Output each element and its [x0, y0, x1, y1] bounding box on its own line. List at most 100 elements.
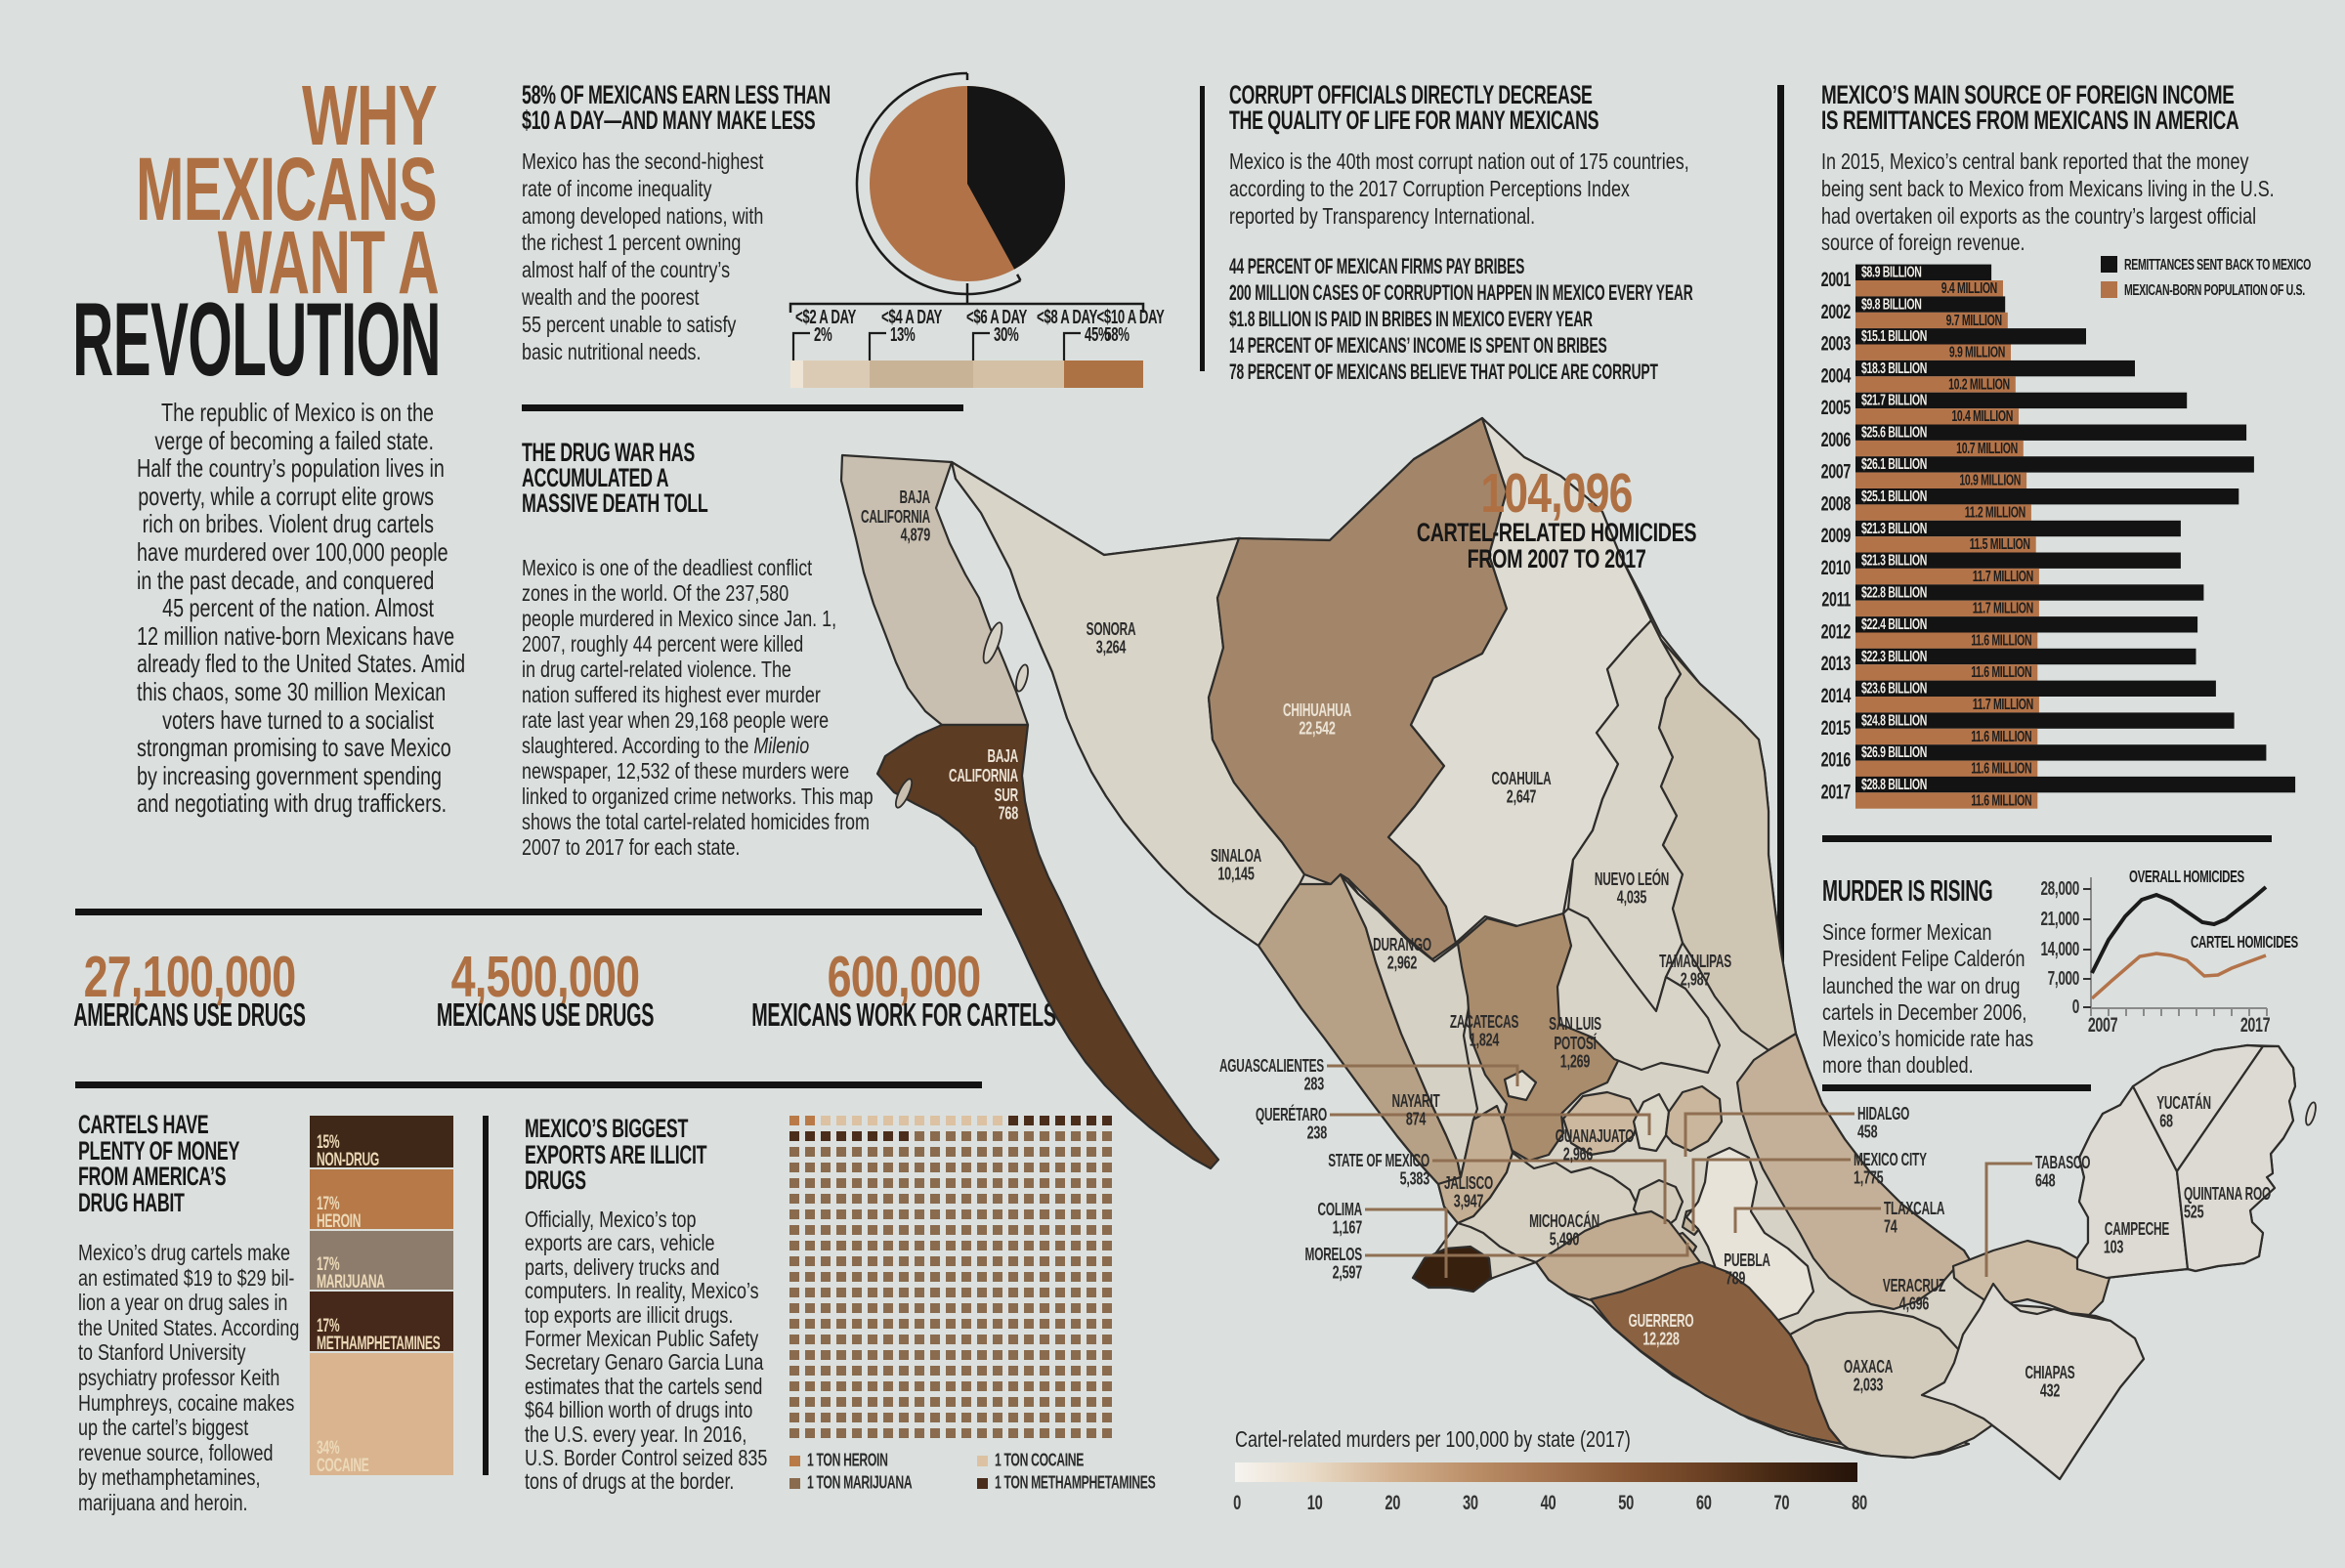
svg-text:FROM 2007 TO 2017: FROM 2007 TO 2017 — [1468, 545, 1646, 574]
svg-text:$21.3 BILLION: $21.3 BILLION — [1861, 520, 1927, 537]
svg-text:$8.9 BILLION: $8.9 BILLION — [1861, 264, 1922, 281]
svg-text:238: 238 — [1307, 1123, 1328, 1143]
svg-text:2010: 2010 — [1821, 556, 1852, 578]
svg-text:CAMPECHE: CAMPECHE — [2105, 1220, 2169, 1240]
svg-text:2013: 2013 — [1821, 653, 1852, 675]
svg-text:789: 789 — [1726, 1269, 1746, 1289]
svg-text:$22.8 BILLION: $22.8 BILLION — [1861, 583, 1927, 601]
svg-text:11.6 MILLION: 11.6 MILLION — [1971, 728, 2031, 745]
svg-text:<$10 A DAY: <$10 A DAY — [1097, 306, 1166, 327]
svg-text:10.2 MILLION: 10.2 MILLION — [1948, 375, 2010, 393]
svg-text:11.6 MILLION: 11.6 MILLION — [1971, 631, 2031, 649]
svg-text:MICHOACÁN: MICHOACÁN — [1529, 1212, 1599, 1232]
svg-text:2,647: 2,647 — [1507, 787, 1537, 807]
svg-text:2012: 2012 — [1821, 620, 1852, 643]
svg-text:CALIFORNIA: CALIFORNIA — [949, 767, 1018, 786]
svg-text:2006: 2006 — [1821, 428, 1852, 450]
svg-text:7,000: 7,000 — [2048, 967, 2079, 989]
svg-text:2014: 2014 — [1821, 684, 1852, 706]
svg-text:1 TON HEROIN: 1 TON HEROIN — [807, 1451, 888, 1470]
svg-text:30: 30 — [1463, 1491, 1478, 1513]
svg-text:CHIAPAS: CHIAPAS — [2025, 1364, 2074, 1383]
svg-text:2003: 2003 — [1821, 332, 1852, 355]
svg-text:50: 50 — [1618, 1491, 1634, 1513]
svg-text:9.4 MILLION: 9.4 MILLION — [1941, 279, 1997, 297]
svg-text:68: 68 — [2159, 1112, 2173, 1131]
svg-text:2009: 2009 — [1821, 524, 1852, 546]
svg-text:104,096: 104,096 — [1480, 462, 1632, 525]
svg-text:$9.8 BILLION: $9.8 BILLION — [1861, 295, 1922, 313]
svg-text:METHAMPHETAMINES: METHAMPHETAMINES — [317, 1333, 441, 1354]
svg-text:$25.6 BILLION: $25.6 BILLION — [1861, 423, 1927, 441]
svg-text:30%: 30% — [994, 323, 1019, 345]
svg-text:60: 60 — [1696, 1491, 1712, 1513]
svg-text:REMITTANCES SENT BACK TO MEXIC: REMITTANCES SENT BACK TO MEXICO — [2124, 256, 2311, 274]
svg-text:BAJA: BAJA — [900, 488, 930, 508]
svg-text:TAMAULIPAS: TAMAULIPAS — [1659, 953, 1731, 972]
svg-text:74: 74 — [1884, 1217, 1897, 1237]
svg-text:5,383: 5,383 — [1400, 1169, 1430, 1189]
svg-text:COCAINE: COCAINE — [317, 1455, 369, 1476]
svg-text:28,000: 28,000 — [2040, 877, 2079, 899]
svg-text:ZACATECAS: ZACATECAS — [1450, 1013, 1518, 1033]
svg-text:JALISCO: JALISCO — [1444, 1174, 1493, 1194]
svg-text:OVERALL HOMICIDES: OVERALL HOMICIDES — [2129, 869, 2244, 887]
svg-text:$24.8 BILLION: $24.8 BILLION — [1861, 711, 1927, 729]
svg-text:58%: 58% — [1104, 323, 1130, 345]
svg-text:COAHUILA: COAHUILA — [1492, 770, 1552, 789]
svg-text:MARIJUANA: MARIJUANA — [317, 1271, 385, 1293]
svg-text:DURANGO: DURANGO — [1373, 936, 1431, 955]
svg-text:$18.3 BILLION: $18.3 BILLION — [1861, 360, 1927, 377]
svg-text:458: 458 — [1857, 1123, 1878, 1142]
svg-text:PUEBLA: PUEBLA — [1724, 1251, 1770, 1271]
svg-text:283: 283 — [1304, 1075, 1325, 1094]
svg-text:14,000: 14,000 — [2040, 938, 2079, 959]
svg-text:COLIMA: COLIMA — [1317, 1201, 1362, 1220]
svg-text:11.6 MILLION: 11.6 MILLION — [1971, 760, 2031, 778]
svg-text:NUEVO LEÓN: NUEVO LEÓN — [1595, 869, 1669, 889]
svg-text:4,696: 4,696 — [1899, 1294, 1930, 1314]
svg-text:$21.7 BILLION: $21.7 BILLION — [1861, 392, 1927, 409]
svg-text:MORELOS: MORELOS — [1305, 1246, 1362, 1265]
svg-text:103: 103 — [2104, 1238, 2124, 1257]
svg-text:2,033: 2,033 — [1854, 1376, 1884, 1395]
svg-text:2008: 2008 — [1821, 492, 1852, 515]
svg-text:70: 70 — [1774, 1491, 1790, 1513]
svg-text:5,490: 5,490 — [1550, 1230, 1580, 1250]
svg-text:2,597: 2,597 — [1333, 1263, 1363, 1283]
svg-text:3,947: 3,947 — [1454, 1192, 1484, 1211]
svg-text:SINALOA: SINALOA — [1211, 847, 1261, 867]
svg-text:GUERRERO: GUERRERO — [1629, 1312, 1694, 1332]
svg-text:10: 10 — [1307, 1491, 1323, 1513]
svg-text:10.7 MILLION: 10.7 MILLION — [1956, 440, 2018, 457]
svg-text:AGUASCALIENTES: AGUASCALIENTES — [1219, 1057, 1324, 1077]
svg-text:1,167: 1,167 — [1333, 1218, 1363, 1238]
svg-text:2007: 2007 — [2088, 1013, 2118, 1036]
svg-text:2017: 2017 — [2240, 1013, 2271, 1036]
svg-text:2,966: 2,966 — [1563, 1145, 1594, 1165]
svg-text:YUCATÁN: YUCATÁN — [2156, 1094, 2211, 1114]
svg-text:2,962: 2,962 — [1387, 954, 1418, 973]
svg-text:9.7 MILLION: 9.7 MILLION — [1946, 312, 2002, 329]
svg-text:OAXACA: OAXACA — [1844, 1358, 1893, 1377]
svg-text:11.6 MILLION: 11.6 MILLION — [1971, 791, 2031, 809]
svg-text:CARTEL HOMICIDES: CARTEL HOMICIDES — [2191, 934, 2298, 953]
svg-text:2017: 2017 — [1821, 781, 1852, 803]
svg-text:15%: 15% — [317, 1131, 339, 1153]
svg-text:12,228: 12,228 — [1642, 1330, 1680, 1349]
svg-text:648: 648 — [2035, 1171, 2056, 1191]
svg-text:2007: 2007 — [1821, 460, 1852, 483]
svg-text:20: 20 — [1385, 1491, 1400, 1513]
svg-text:11.7 MILLION: 11.7 MILLION — [1973, 568, 2033, 585]
svg-text:2001: 2001 — [1821, 268, 1852, 290]
svg-text:17%: 17% — [317, 1315, 339, 1336]
svg-text:$22.4 BILLION: $22.4 BILLION — [1861, 615, 1927, 633]
svg-text:432: 432 — [2040, 1381, 2061, 1401]
svg-text:34%: 34% — [317, 1437, 339, 1459]
svg-text:11.6 MILLION: 11.6 MILLION — [1971, 663, 2031, 681]
svg-text:NON-DRUG: NON-DRUG — [317, 1149, 379, 1170]
svg-text:22,542: 22,542 — [1299, 719, 1336, 739]
svg-text:10.4 MILLION: 10.4 MILLION — [1951, 407, 2013, 425]
svg-text:<$8 A DAY: <$8 A DAY — [1037, 306, 1098, 327]
svg-text:1,824: 1,824 — [1470, 1031, 1500, 1050]
